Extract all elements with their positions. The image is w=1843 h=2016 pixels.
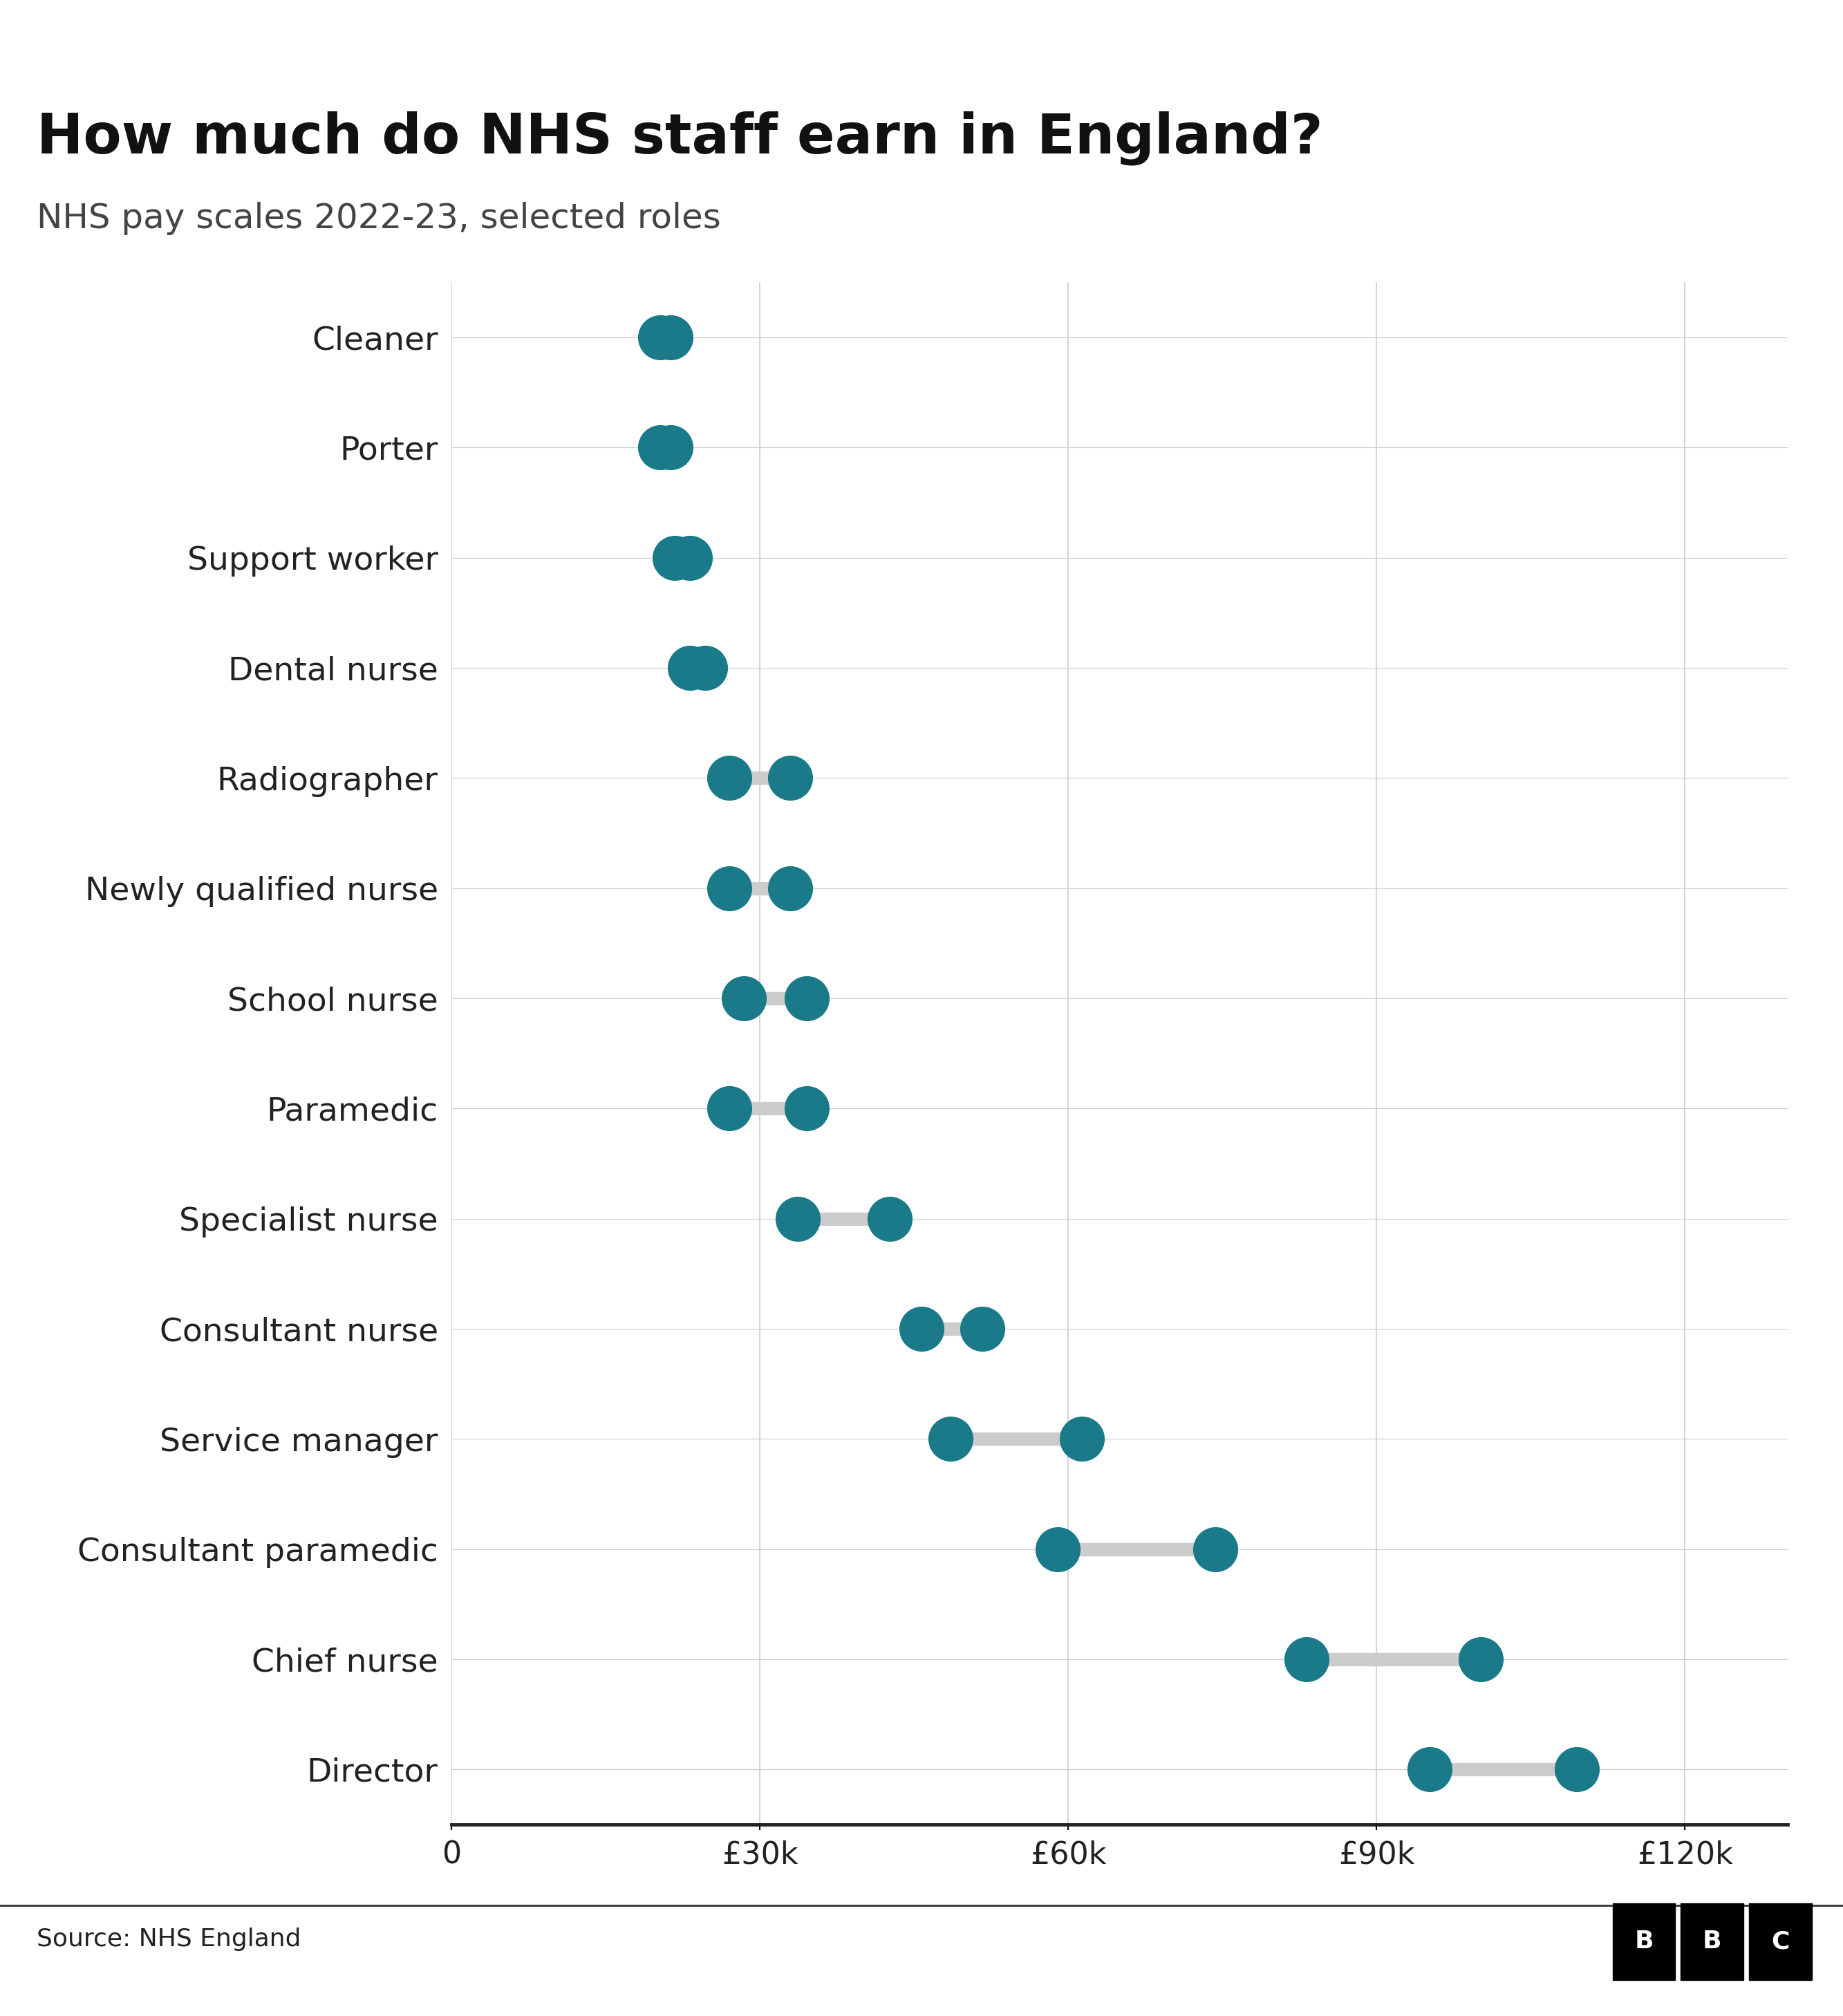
Point bbox=[656, 321, 686, 353]
Point bbox=[715, 873, 745, 905]
Point bbox=[968, 1312, 997, 1345]
Point bbox=[660, 542, 689, 575]
Text: B: B bbox=[1635, 1929, 1653, 1954]
Point bbox=[656, 431, 686, 464]
Point bbox=[776, 762, 805, 794]
Text: NHS pay scales 2022-23, selected roles: NHS pay scales 2022-23, selected roles bbox=[37, 202, 721, 234]
Point bbox=[776, 873, 805, 905]
Point bbox=[792, 1093, 822, 1125]
Text: How much do NHS staff earn in England?: How much do NHS staff earn in England? bbox=[37, 111, 1323, 165]
Text: C: C bbox=[1771, 1929, 1790, 1954]
Point bbox=[645, 321, 675, 353]
Point bbox=[715, 762, 745, 794]
Point bbox=[1292, 1643, 1321, 1675]
Point bbox=[875, 1202, 905, 1234]
Text: Source: NHS England: Source: NHS England bbox=[37, 1927, 300, 1951]
Point bbox=[1067, 1423, 1097, 1456]
Point bbox=[1043, 1532, 1073, 1564]
Point bbox=[907, 1312, 936, 1345]
Point bbox=[645, 431, 675, 464]
Point bbox=[936, 1423, 966, 1456]
Point bbox=[783, 1202, 813, 1234]
Point bbox=[675, 542, 704, 575]
Point bbox=[792, 982, 822, 1014]
Point bbox=[1467, 1643, 1497, 1675]
Point bbox=[715, 1093, 745, 1125]
Point bbox=[1563, 1754, 1592, 1786]
Point bbox=[691, 651, 721, 683]
Point bbox=[728, 982, 757, 1014]
Text: B: B bbox=[1703, 1929, 1721, 1954]
Point bbox=[675, 651, 704, 683]
Point bbox=[1200, 1532, 1229, 1564]
Point bbox=[1415, 1754, 1445, 1786]
